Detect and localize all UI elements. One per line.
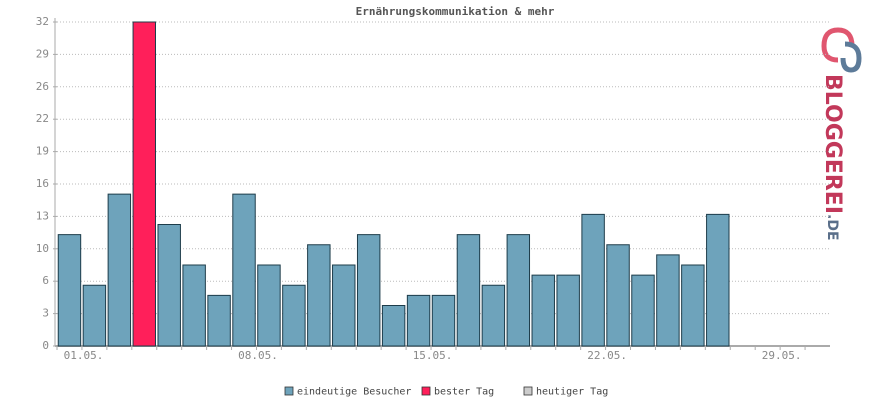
bar: [406, 294, 431, 347]
y-tick-label: 32: [36, 15, 49, 28]
legend-label: bester Tag: [434, 387, 494, 398]
y-tick-label: 13: [36, 209, 49, 222]
bar: [581, 213, 605, 347]
x-tick-label: 01.05.: [64, 349, 104, 362]
bar: [232, 193, 256, 347]
y-tick-label: 3: [42, 307, 49, 320]
bar: [57, 234, 82, 347]
bar: [356, 234, 381, 347]
y-tick-label: 19: [36, 145, 49, 158]
y-tick-label: 0: [42, 339, 49, 352]
chart-title: Ernährungskommunikation & mehr: [356, 5, 555, 18]
logo-brand: BLOGGEREI: [820, 74, 845, 214]
bar: [157, 224, 181, 347]
bar: [82, 284, 107, 347]
legend-swatch: [284, 386, 294, 396]
bar: [307, 244, 331, 347]
logo: BLOGGEREI.DE: [820, 74, 845, 241]
y-tick-label: 22: [36, 112, 49, 125]
legend-swatch: [523, 386, 533, 396]
bar: [431, 294, 456, 347]
bar: [257, 264, 281, 347]
logo-icon: [821, 27, 862, 73]
x-tick-label: 22.05.: [587, 349, 627, 362]
bar: [282, 284, 306, 347]
y-tick-label: 26: [36, 80, 49, 93]
y-tick-label: 16: [36, 177, 49, 190]
legend-label: eindeutige Besucher: [297, 387, 411, 398]
bar: [381, 305, 406, 347]
x-tick-label: 15.05.: [413, 349, 453, 362]
y-tick-label: 10: [36, 242, 49, 255]
x-tick-label: 29.05.: [762, 349, 802, 362]
bar: [182, 264, 206, 347]
bar: [456, 234, 481, 347]
legend-label: heutiger Tag: [536, 387, 608, 398]
bar: [606, 244, 630, 347]
bar: [656, 254, 680, 347]
bar: [506, 234, 531, 347]
bar: [531, 274, 555, 347]
bar: [706, 213, 730, 347]
x-tick-label: 08.05.: [238, 349, 278, 362]
bar: [481, 284, 506, 347]
bar: [107, 193, 132, 347]
bar: [631, 274, 655, 347]
y-tick-label: 29: [36, 47, 49, 60]
y-tick-label: 6: [42, 274, 49, 287]
bar: [207, 294, 231, 347]
legend-swatch: [421, 386, 431, 396]
bar: [332, 264, 356, 347]
bar: [556, 274, 580, 347]
bar: [681, 264, 705, 347]
bar: [132, 21, 156, 347]
logo-tld: .DE: [824, 214, 840, 241]
